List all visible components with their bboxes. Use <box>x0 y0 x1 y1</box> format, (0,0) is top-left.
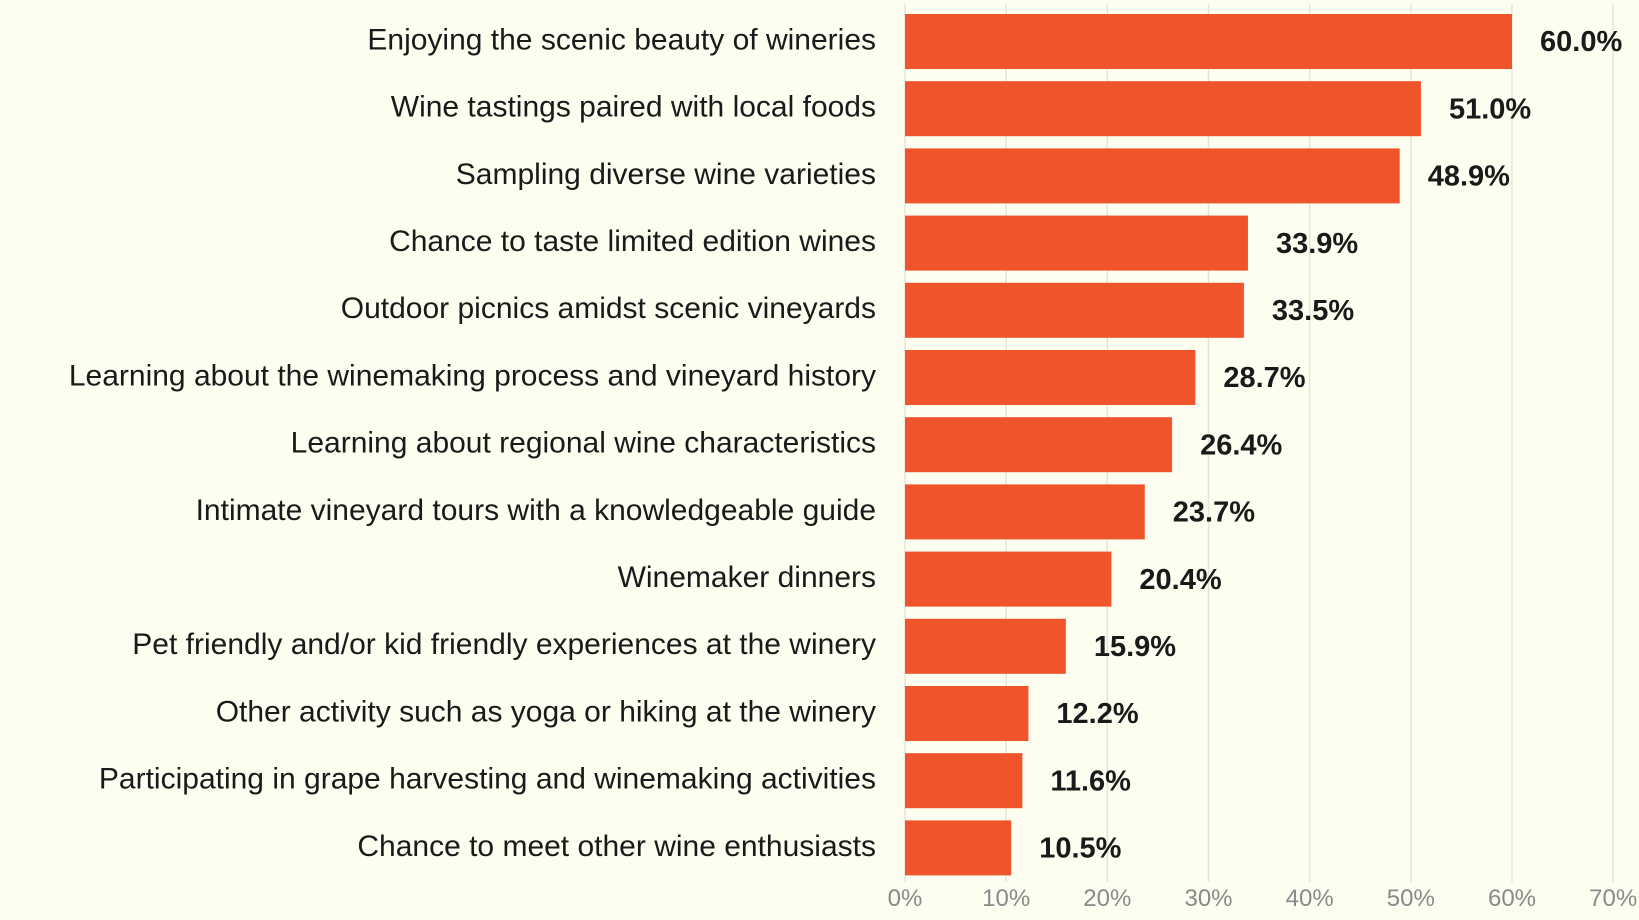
category-label: Other activity such as yoga or hiking at… <box>216 695 876 728</box>
category-label: Intimate vineyard tours with a knowledge… <box>196 494 876 527</box>
x-tick-label: 60% <box>1488 885 1536 912</box>
x-tick-label: 40% <box>1286 885 1334 912</box>
category-label: Learning about the winemaking process an… <box>69 359 876 392</box>
value-label: 10.5% <box>1039 833 1121 865</box>
bar <box>905 14 1512 69</box>
bar <box>905 618 1066 674</box>
bar <box>905 417 1173 473</box>
value-label: 60.0% <box>1540 26 1622 58</box>
category-label: Chance to meet other wine enthusiasts <box>357 830 876 863</box>
value-label: 12.2% <box>1056 698 1138 730</box>
x-tick-label: 50% <box>1387 885 1435 912</box>
category-label: Learning about regional wine characteris… <box>291 427 876 460</box>
category-label: Enjoying the scenic beauty of wineries <box>367 23 876 56</box>
x-tick-label: 10% <box>982 885 1030 912</box>
x-tick-label: 0% <box>888 885 923 912</box>
value-label: 26.4% <box>1200 429 1282 461</box>
bar <box>905 148 1400 204</box>
value-label: 48.9% <box>1428 161 1510 193</box>
x-tick-label: 70% <box>1589 885 1637 912</box>
category-label: Pet friendly and/or kid friendly experie… <box>132 628 876 661</box>
category-label: Participating in grape harvesting and wi… <box>99 763 876 796</box>
bar <box>905 81 1421 137</box>
bar <box>905 282 1244 338</box>
bar <box>905 350 1196 405</box>
bar <box>905 215 1248 271</box>
category-label: Chance to taste limited edition wines <box>389 225 876 258</box>
category-labels: Enjoying the scenic beauty of wineries Wi… <box>69 23 876 862</box>
bar <box>905 484 1145 540</box>
value-label: 51.0% <box>1449 93 1531 125</box>
bars <box>905 14 1512 876</box>
bar <box>905 686 1029 741</box>
bar <box>905 820 1012 876</box>
category-label: Sampling diverse wine varieties <box>456 158 876 191</box>
value-label: 23.7% <box>1173 497 1255 529</box>
value-label: 28.7% <box>1223 362 1305 394</box>
category-label: Outdoor picnics amidst scenic vineyards <box>341 292 876 325</box>
category-label: Winemaker dinners <box>618 561 876 594</box>
category-label: Wine tastings paired with local foods <box>391 91 876 124</box>
x-tick-label: 20% <box>1083 885 1131 912</box>
value-label: 15.9% <box>1094 631 1176 663</box>
value-label: 20.4% <box>1139 564 1221 596</box>
bar <box>905 753 1023 809</box>
x-axis-ticks: 0% 10% 20% 30% 40% 50% 60% 70% <box>888 885 1638 912</box>
value-label: 33.9% <box>1276 228 1358 260</box>
x-tick-label: 30% <box>1184 885 1232 912</box>
value-label: 33.5% <box>1272 295 1354 327</box>
value-label: 11.6% <box>1050 765 1131 797</box>
bar <box>905 551 1112 607</box>
value-labels: 60.0% 51.0% 48.9% 33.9% 33.5% 28.7% 26.4% 23.7%… <box>1039 26 1622 864</box>
